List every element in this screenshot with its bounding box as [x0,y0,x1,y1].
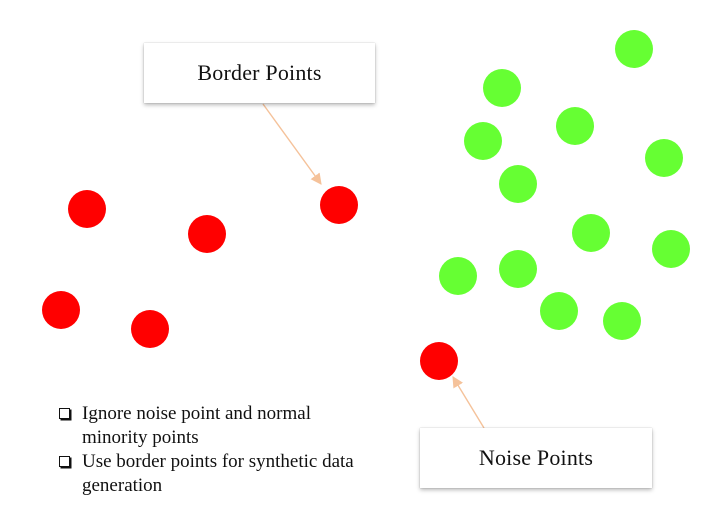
border-points-label: Border Points [197,60,322,85]
majority-point [556,107,594,145]
minority-points [42,186,458,380]
majority-point [483,69,521,107]
majority-point [652,230,690,268]
note-text: Ignore noise point and normal minority p… [82,403,312,448]
noise-points-arrow [452,376,485,429]
majority-point [464,122,502,160]
minority-point [42,291,80,329]
majority-point [499,250,537,288]
note-text: Use border points for synthetic data gen… [82,451,354,496]
checkbox-icon [59,408,70,419]
minority-point [188,215,226,253]
border-point [320,186,358,224]
majority-points [439,30,690,340]
border-points-arrow [262,103,322,185]
majority-point [615,30,653,68]
noise-points-label: Noise Points [478,445,594,470]
note-item: Use border points for synthetic data gen… [57,450,377,498]
minority-point [68,190,106,228]
majority-point [603,302,641,340]
majority-point [439,257,477,295]
majority-point [499,165,537,203]
note-item: Ignore noise point and normal minority p… [57,402,377,450]
noise-point [420,342,458,380]
checkbox-icon [59,456,70,467]
majority-point [540,292,578,330]
majority-point [645,139,683,177]
minority-point [131,310,169,348]
majority-point [572,214,610,252]
notes-list: Ignore noise point and normal minority p… [57,402,377,498]
border-points-callout: Border Points [144,43,375,103]
noise-points-callout: Noise Points [420,428,652,488]
